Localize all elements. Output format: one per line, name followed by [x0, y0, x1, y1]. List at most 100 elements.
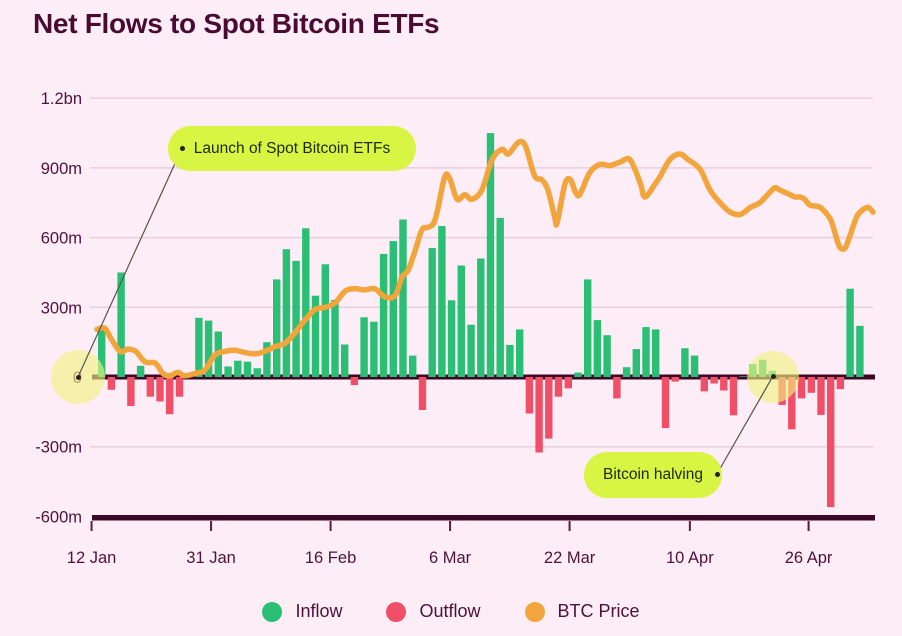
- outflow-bar: [710, 377, 718, 384]
- inflow-bar: [574, 372, 582, 377]
- inflow-bar: [399, 219, 407, 377]
- outflow-bar: [554, 377, 563, 397]
- outflow-bar: [418, 377, 427, 410]
- y-axis-label: 900m: [41, 160, 82, 178]
- outflow-bar: [817, 377, 825, 415]
- outflow-swatch-icon: [386, 601, 407, 622]
- outflow-bar: [146, 377, 154, 397]
- x-axis-label: 6 Mar: [429, 549, 472, 567]
- annotation-launch-etfs: Launch of Spot Bitcoin ETFs: [168, 126, 416, 171]
- inflow-bar: [856, 325, 864, 377]
- inflow-bar: [341, 344, 349, 377]
- inflow-bar: [477, 258, 485, 377]
- btc-price-line: [94, 138, 876, 379]
- x-axis-label: 26 Apr: [785, 549, 833, 567]
- inflow-bar: [98, 328, 106, 377]
- inflow-bar: [447, 300, 456, 377]
- x-axis-line: [92, 515, 875, 521]
- inflow-bar: [292, 260, 300, 378]
- inflow-bar: [243, 361, 252, 377]
- outflow-bar: [788, 377, 796, 430]
- legend-label-inflow: Inflow: [295, 601, 343, 621]
- y-axis-label: 600m: [41, 230, 82, 248]
- inflow-bar: [467, 324, 475, 377]
- legend: Inflow Outflow BTC Price: [0, 601, 902, 622]
- inflow-bar: [690, 355, 699, 377]
- y-axis-label: 1.2bn: [41, 90, 82, 108]
- legend-label-btc-price: BTC Price: [557, 601, 640, 621]
- inflow-bar: [204, 320, 213, 377]
- outflow-bar: [127, 377, 135, 406]
- outflow-bar: [827, 377, 835, 508]
- outflow-bar: [671, 377, 679, 382]
- outflow-bar: [613, 377, 621, 399]
- x-axis-label: 16 Feb: [305, 549, 356, 567]
- inflow-bar: [136, 365, 145, 377]
- halving-pill-dot: [714, 471, 720, 477]
- chart-title: Net Flows to Spot Bitcoin ETFs: [33, 8, 440, 39]
- inflow-bar: [642, 327, 650, 377]
- inflow-bar: [506, 344, 514, 377]
- inflow-swatch-icon: [262, 601, 283, 622]
- inflow-bar: [360, 317, 368, 377]
- launch-anchor-dot: [75, 374, 81, 380]
- outflow-bar: [350, 377, 359, 386]
- outflow-bar: [720, 377, 728, 391]
- inflow-bar: [273, 279, 281, 377]
- outflow-bar: [661, 377, 670, 429]
- inflow-bar: [370, 321, 378, 377]
- halving-connector-line: [716, 375, 774, 475]
- inflow-bar: [195, 317, 203, 377]
- outflow-bar: [797, 377, 806, 399]
- x-axis-label: 12 Jan: [67, 549, 117, 567]
- legend-item-inflow: Inflow: [262, 601, 342, 622]
- inflow-bar: [622, 367, 631, 377]
- inflow-bar: [632, 349, 640, 377]
- inflow-bar: [457, 265, 465, 377]
- inflow-bar: [234, 360, 242, 377]
- inflow-bar: [739, 376, 747, 377]
- launch-connector-line: [77, 147, 183, 378]
- btc-price-swatch-icon: [524, 601, 545, 622]
- outflow-bar: [700, 377, 708, 392]
- outflow-bar: [564, 377, 572, 389]
- inflow-bar: [428, 248, 436, 377]
- annotation-bitcoin-halving: Bitcoin halving: [584, 452, 722, 498]
- x-axis-label: 31 Jan: [186, 549, 236, 567]
- inflow-bar: [593, 320, 602, 377]
- inflow-bar: [409, 355, 417, 377]
- inflow-bar: [282, 249, 291, 377]
- legend-label-outflow: Outflow: [419, 601, 481, 621]
- x-axis-label: 22 Mar: [544, 549, 596, 567]
- y-axis-label: -600m: [35, 508, 82, 526]
- outflow-bar: [836, 377, 845, 390]
- outflow-bar: [175, 377, 184, 397]
- inflow-bar: [516, 329, 524, 377]
- inflow-bar: [584, 279, 592, 377]
- y-axis-label: 300m: [41, 299, 82, 317]
- outflow-bar: [107, 377, 116, 390]
- outflow-bar: [729, 377, 738, 416]
- outflow-bar: [156, 377, 164, 402]
- outflow-bar: [525, 377, 534, 414]
- x-axis-label: 10 Apr: [666, 549, 714, 567]
- inflow-bar: [379, 253, 388, 377]
- halving-anchor-dot: [770, 373, 776, 379]
- outflow-bar: [166, 377, 174, 415]
- inflow-bar: [438, 226, 446, 377]
- outflow-bar: [807, 377, 815, 393]
- outflow-bar: [545, 377, 553, 439]
- inflow-bar: [389, 241, 397, 377]
- inflow-bar: [652, 329, 660, 377]
- legend-item-btc-price: BTC Price: [524, 601, 640, 622]
- legend-item-outflow: Outflow: [386, 601, 481, 622]
- inflow-bar: [321, 264, 329, 377]
- inflow-bar: [486, 133, 495, 377]
- outflow-bar: [535, 377, 543, 453]
- inflow-bar: [263, 342, 271, 377]
- launch-pill-dot: [179, 145, 185, 151]
- inflow-bar: [496, 217, 504, 377]
- inflow-bar: [681, 348, 689, 377]
- inflow-bar: [603, 335, 611, 377]
